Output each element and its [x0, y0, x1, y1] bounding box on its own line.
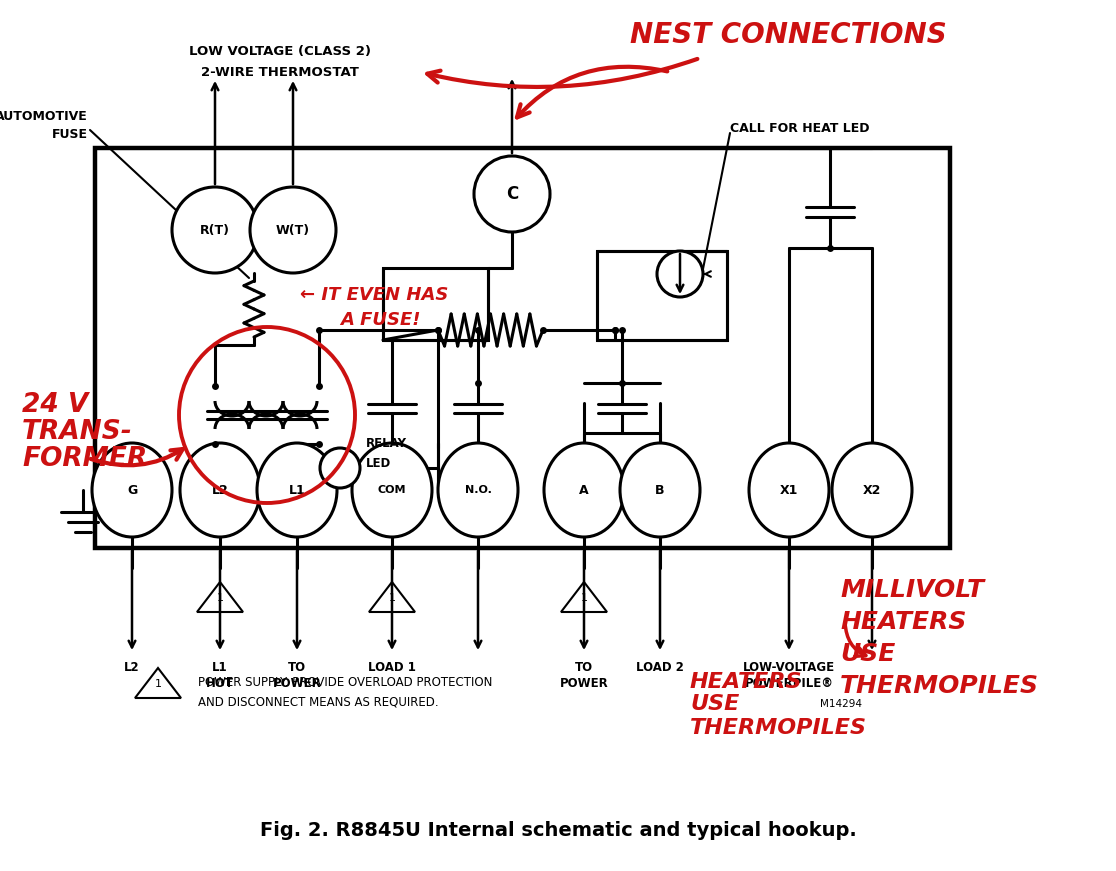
Text: POWER: POWER [559, 677, 608, 690]
Text: LED: LED [366, 456, 392, 469]
Text: THERMOPILES: THERMOPILES [840, 674, 1039, 698]
Text: USE: USE [690, 694, 740, 714]
Ellipse shape [180, 443, 260, 537]
Ellipse shape [749, 443, 829, 537]
Text: X2: X2 [863, 483, 882, 496]
Circle shape [250, 187, 336, 273]
Ellipse shape [437, 443, 518, 537]
Text: POWERPILE®: POWERPILE® [744, 677, 834, 690]
Ellipse shape [352, 443, 432, 537]
Text: R(T): R(T) [200, 224, 230, 237]
Text: FUSE: FUSE [52, 127, 88, 140]
Text: L1: L1 [289, 483, 306, 496]
Text: THERMOPILES: THERMOPILES [690, 718, 867, 738]
Text: LOW-VOLTAGE: LOW-VOLTAGE [743, 660, 835, 673]
Text: POWER SUPPLY. PROVIDE OVERLOAD PROTECTION: POWER SUPPLY. PROVIDE OVERLOAD PROTECTIO… [198, 676, 492, 688]
Text: C: C [506, 185, 518, 203]
Text: A FUSE!: A FUSE! [340, 311, 421, 329]
Text: MILLIVOLT: MILLIVOLT [840, 578, 984, 602]
Text: RELAY: RELAY [366, 436, 407, 449]
Text: COM: COM [377, 485, 406, 495]
Text: X1: X1 [780, 483, 798, 496]
Ellipse shape [833, 443, 912, 537]
Bar [383, 268, 488, 340]
Text: B: B [655, 483, 665, 496]
Text: W(T): W(T) [276, 224, 310, 237]
Text: N.O.: N.O. [464, 485, 491, 495]
Text: 1: 1 [154, 679, 162, 689]
Text: AUTOMOTIVE: AUTOMOTIVE [0, 110, 88, 123]
Ellipse shape [620, 443, 700, 537]
Ellipse shape [257, 443, 337, 537]
Text: 1: 1 [580, 593, 587, 603]
Text: LOAD 2: LOAD 2 [636, 660, 684, 673]
Text: M14294: M14294 [820, 699, 862, 709]
Text: TO: TO [575, 660, 593, 673]
Text: G: G [127, 483, 137, 496]
Text: HEATERS: HEATERS [690, 672, 802, 692]
Text: L2: L2 [124, 660, 140, 673]
Text: L1: L1 [212, 660, 228, 673]
Text: L2: L2 [212, 483, 229, 496]
Circle shape [474, 156, 550, 232]
Text: TRANS-: TRANS- [22, 419, 133, 445]
Text: POWER: POWER [272, 677, 321, 690]
Text: USE: USE [840, 642, 895, 666]
Circle shape [320, 448, 360, 488]
Text: LOW VOLTAGE (CLASS 2): LOW VOLTAGE (CLASS 2) [189, 45, 371, 58]
Text: CALL FOR HEAT LED: CALL FOR HEAT LED [730, 121, 869, 134]
Text: AND DISCONNECT MEANS AS REQUIRED.: AND DISCONNECT MEANS AS REQUIRED. [198, 696, 439, 708]
Text: ← IT EVEN HAS: ← IT EVEN HAS [300, 286, 449, 304]
Text: TO: TO [288, 660, 306, 673]
Text: LOAD 1: LOAD 1 [368, 660, 416, 673]
Text: 1: 1 [217, 593, 223, 603]
Text: A: A [579, 483, 589, 496]
Bar [95, 148, 950, 548]
Text: HEATERS: HEATERS [840, 610, 966, 634]
Text: NEST CONNECTIONS: NEST CONNECTIONS [631, 21, 946, 49]
Text: HOT: HOT [206, 677, 234, 690]
Text: Fig. 2. R8845U Internal schematic and typical hookup.: Fig. 2. R8845U Internal schematic and ty… [260, 820, 856, 840]
Text: 1: 1 [388, 593, 395, 603]
Ellipse shape [543, 443, 624, 537]
Circle shape [657, 251, 703, 297]
Text: 24 V: 24 V [22, 392, 88, 418]
Text: 2-WIRE THERMOSTAT: 2-WIRE THERMOSTAT [201, 66, 359, 79]
Text: FORMER: FORMER [22, 446, 147, 472]
Bar [597, 251, 727, 340]
Circle shape [172, 187, 258, 273]
Ellipse shape [92, 443, 172, 537]
